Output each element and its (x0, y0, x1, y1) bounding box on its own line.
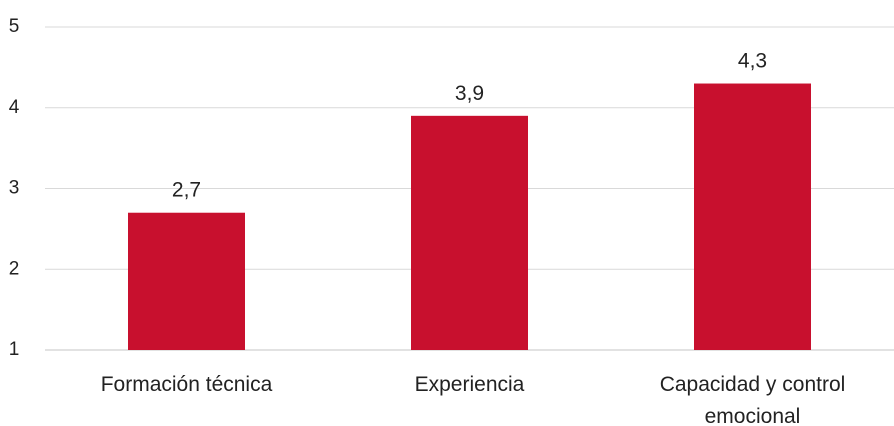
bar (411, 115, 528, 350)
data-label: 4,3 (738, 50, 767, 73)
data-label: 2,7 (172, 179, 201, 202)
x-category-label: emocional (705, 405, 801, 426)
y-tick-label: 4 (9, 97, 20, 118)
y-tick-label: 1 (9, 339, 20, 360)
x-axis-categories: Formación técnica Experiencia Capacidad y … (101, 373, 846, 426)
y-tick-label: 5 (9, 16, 20, 37)
data-label: 3,9 (455, 82, 484, 105)
x-category-label: Formación técnica (101, 373, 273, 396)
bar (694, 83, 811, 351)
y-tick-label: 3 (9, 178, 20, 199)
bar (128, 212, 245, 350)
x-category-label: Capacidad y control (660, 373, 846, 396)
data-labels: 2,7 3,9 4,3 (172, 50, 767, 202)
bars (128, 83, 811, 351)
x-category-label: Experiencia (415, 373, 525, 396)
y-axis-ticks: 1 2 3 4 5 (9, 16, 20, 360)
y-tick-label: 2 (9, 258, 20, 279)
